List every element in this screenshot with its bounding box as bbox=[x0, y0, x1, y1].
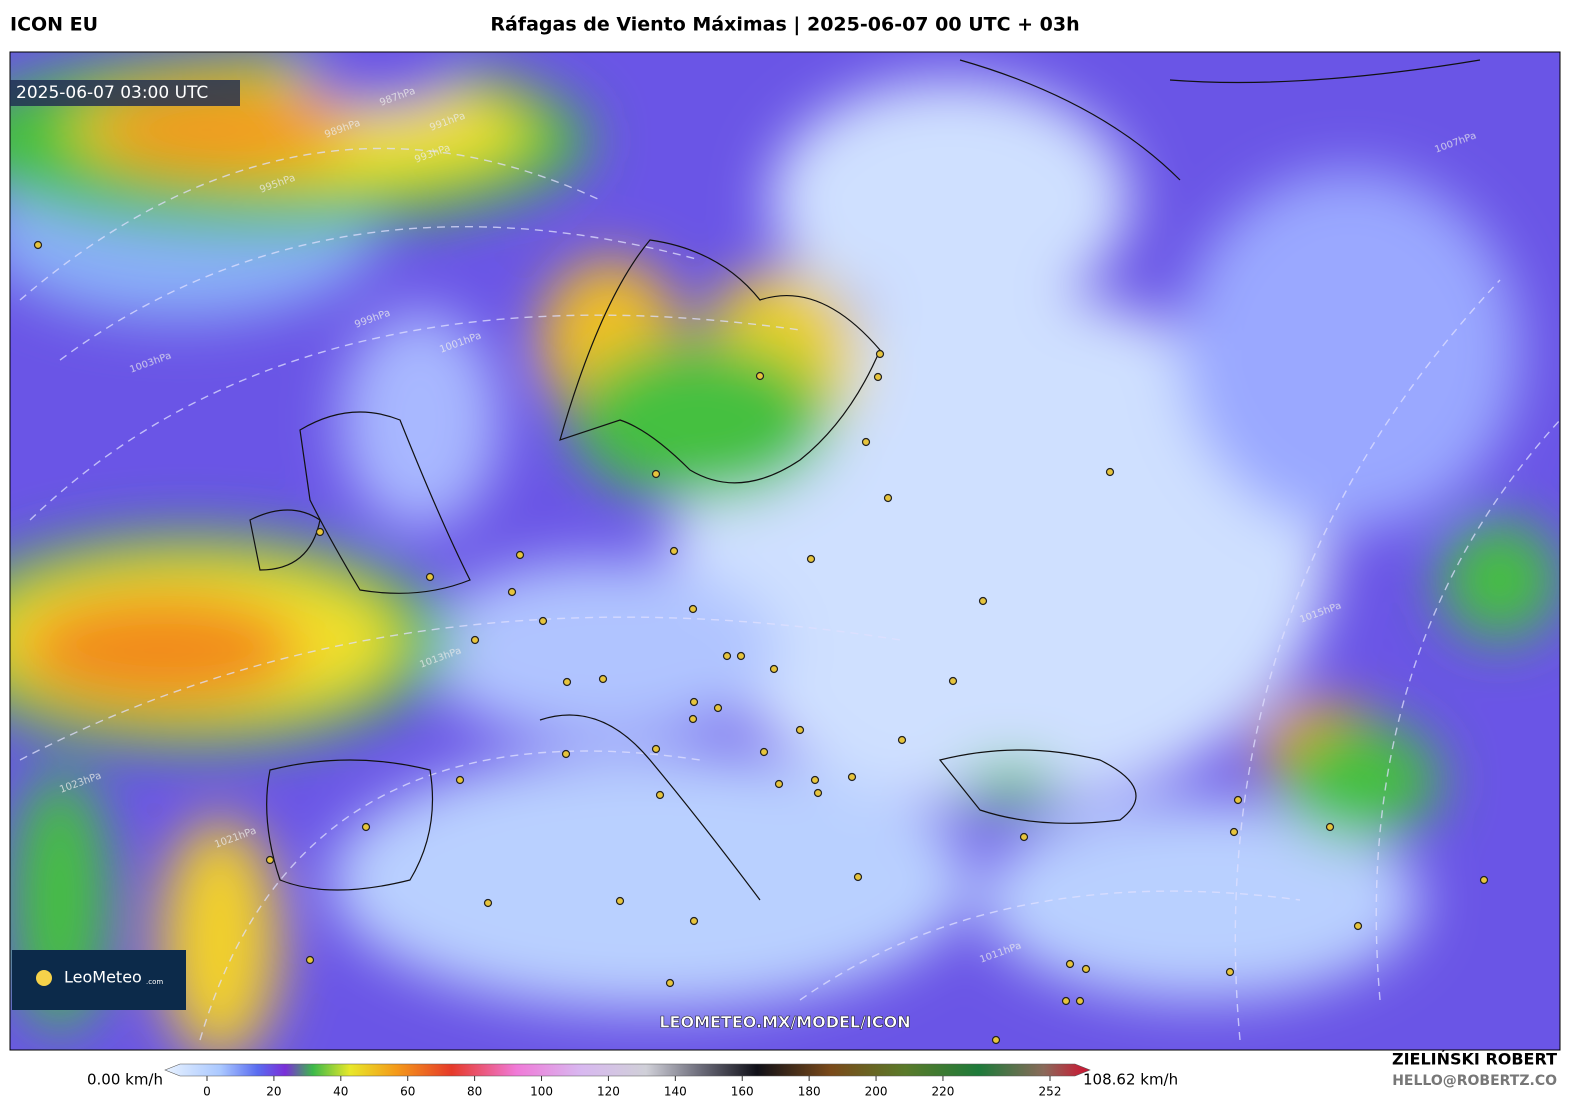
city-dot bbox=[688, 714, 698, 724]
map-title: Ráfagas de Viento Máximas | 2025-06-07 0… bbox=[490, 14, 1079, 36]
colorbar-tick-label: 80 bbox=[467, 1085, 482, 1099]
city-dot bbox=[470, 635, 480, 645]
city-dot bbox=[1353, 921, 1363, 931]
timestamp-box bbox=[10, 80, 240, 106]
city-dot bbox=[655, 790, 665, 800]
city-dot bbox=[1081, 964, 1091, 974]
colorbar-tick-label: 252 bbox=[1039, 1085, 1062, 1099]
logo-suffix: .com bbox=[146, 978, 163, 986]
logo-sun bbox=[36, 970, 52, 986]
city-dot bbox=[1019, 832, 1029, 842]
city-dot bbox=[689, 697, 699, 707]
city-dot bbox=[562, 677, 572, 687]
city-dot bbox=[883, 493, 893, 503]
city-dot bbox=[689, 916, 699, 926]
city-dot bbox=[598, 674, 608, 684]
city-dot bbox=[722, 651, 732, 661]
city-dot bbox=[759, 747, 769, 757]
city-dot bbox=[305, 955, 315, 965]
city-dot bbox=[713, 703, 723, 713]
city-dot bbox=[651, 469, 661, 479]
city-dot bbox=[847, 772, 857, 782]
timestamp: 2025-06-07 03:00 UTC bbox=[16, 83, 208, 103]
city-markers bbox=[33, 240, 1489, 1045]
city-dot bbox=[853, 872, 863, 882]
city-dot bbox=[875, 349, 885, 359]
city-dot bbox=[483, 898, 493, 908]
colorbar-max: 108.62 km/h bbox=[1083, 1071, 1178, 1089]
city-dot bbox=[455, 775, 465, 785]
city-dot bbox=[561, 749, 571, 759]
model-name: ICON EU bbox=[10, 14, 98, 36]
city-dot bbox=[425, 572, 435, 582]
city-dot bbox=[736, 651, 746, 661]
city-dot bbox=[897, 735, 907, 745]
colorbar-tick-label: 0 bbox=[203, 1085, 211, 1099]
city-dot bbox=[1075, 996, 1085, 1006]
city-dot bbox=[265, 855, 275, 865]
city-dot bbox=[669, 546, 679, 556]
colorbar-tick-label: 140 bbox=[664, 1085, 687, 1099]
city-dot bbox=[948, 676, 958, 686]
city-dot bbox=[507, 587, 517, 597]
city-dot bbox=[806, 554, 816, 564]
city-dot bbox=[538, 616, 548, 626]
colorbar-tick-label: 20 bbox=[266, 1085, 281, 1099]
city-dot bbox=[978, 596, 988, 606]
colorbar-tick-label: 160 bbox=[731, 1085, 754, 1099]
logo-name: LeoMeteo bbox=[64, 968, 142, 987]
city-dot bbox=[1233, 795, 1243, 805]
colorbar-tick-label: 200 bbox=[865, 1085, 888, 1099]
city-dot bbox=[1225, 967, 1235, 977]
colorbar-tick-label: 120 bbox=[597, 1085, 620, 1099]
watermark: LEOMETEO.MX/MODEL/ICON bbox=[659, 1013, 910, 1032]
city-dot bbox=[651, 744, 661, 754]
city-dot bbox=[315, 527, 325, 537]
city-dot bbox=[769, 664, 779, 674]
city-dot bbox=[615, 896, 625, 906]
city-dot bbox=[665, 978, 675, 988]
city-dot bbox=[810, 775, 820, 785]
city-dot bbox=[774, 779, 784, 789]
city-dot bbox=[1325, 822, 1335, 832]
city-dot bbox=[1061, 996, 1071, 1006]
author: ZIELIŃSKI ROBERT bbox=[1392, 1050, 1557, 1069]
colorbar bbox=[164, 1063, 1091, 1077]
city-dot bbox=[33, 240, 43, 250]
map-frame bbox=[9, 51, 1561, 1051]
city-dot bbox=[1065, 959, 1075, 969]
city-dot bbox=[361, 822, 371, 832]
colorbar-tick-label: 40 bbox=[333, 1085, 348, 1099]
city-dot bbox=[861, 437, 871, 447]
city-dot bbox=[1105, 467, 1115, 477]
map-field bbox=[10, 52, 1560, 1050]
city-dot bbox=[873, 372, 883, 382]
colorbar-tick-label: 100 bbox=[530, 1085, 553, 1099]
city-dot bbox=[515, 550, 525, 560]
city-dot bbox=[991, 1035, 1001, 1045]
city-dot bbox=[813, 788, 823, 798]
city-dot bbox=[795, 725, 805, 735]
city-dot bbox=[1229, 827, 1239, 837]
colorbar-tick-label: 220 bbox=[931, 1085, 954, 1099]
colorbar-min: 0.00 km/h bbox=[87, 1071, 163, 1089]
email: HELLO@ROBERTZ.CO bbox=[1392, 1073, 1557, 1089]
city-dot bbox=[755, 371, 765, 381]
city-dot bbox=[688, 604, 698, 614]
colorbar-tick-label: 60 bbox=[400, 1085, 415, 1099]
colorbar-tick-label: 180 bbox=[798, 1085, 821, 1099]
city-dot bbox=[1479, 875, 1489, 885]
